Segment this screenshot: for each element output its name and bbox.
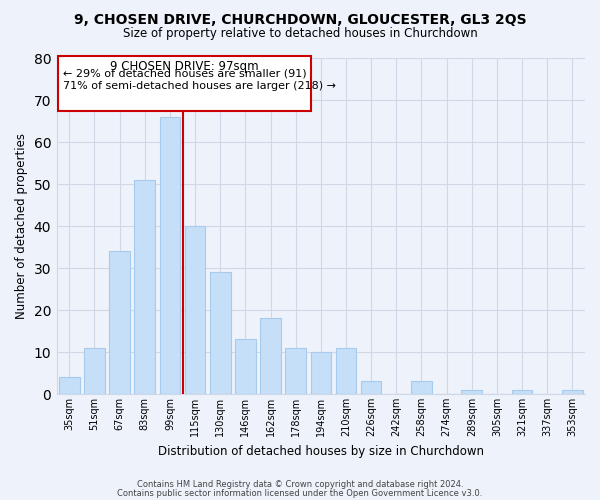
Bar xyxy=(461,390,482,394)
Y-axis label: Number of detached properties: Number of detached properties xyxy=(15,133,28,319)
Text: 9 CHOSEN DRIVE: 97sqm: 9 CHOSEN DRIVE: 97sqm xyxy=(110,60,259,73)
Bar xyxy=(160,117,180,394)
Text: Contains public sector information licensed under the Open Government Licence v3: Contains public sector information licen… xyxy=(118,488,482,498)
Bar xyxy=(411,382,432,394)
Bar xyxy=(512,390,532,394)
Bar xyxy=(185,226,205,394)
Bar xyxy=(84,348,105,394)
Bar xyxy=(562,390,583,394)
Bar xyxy=(361,382,382,394)
Bar xyxy=(260,318,281,394)
Text: ← 29% of detached houses are smaller (91): ← 29% of detached houses are smaller (91… xyxy=(63,68,307,78)
Bar xyxy=(336,348,356,394)
Text: 71% of semi-detached houses are larger (218) →: 71% of semi-detached houses are larger (… xyxy=(63,81,336,91)
Bar xyxy=(59,377,80,394)
Bar xyxy=(286,348,306,394)
FancyBboxPatch shape xyxy=(58,56,311,110)
Text: 9, CHOSEN DRIVE, CHURCHDOWN, GLOUCESTER, GL3 2QS: 9, CHOSEN DRIVE, CHURCHDOWN, GLOUCESTER,… xyxy=(74,12,526,26)
Bar xyxy=(210,272,230,394)
Bar xyxy=(134,180,155,394)
X-axis label: Distribution of detached houses by size in Churchdown: Distribution of detached houses by size … xyxy=(158,444,484,458)
Text: Size of property relative to detached houses in Churchdown: Size of property relative to detached ho… xyxy=(122,28,478,40)
Bar xyxy=(311,352,331,394)
Bar xyxy=(235,340,256,394)
Text: Contains HM Land Registry data © Crown copyright and database right 2024.: Contains HM Land Registry data © Crown c… xyxy=(137,480,463,489)
Bar xyxy=(109,251,130,394)
